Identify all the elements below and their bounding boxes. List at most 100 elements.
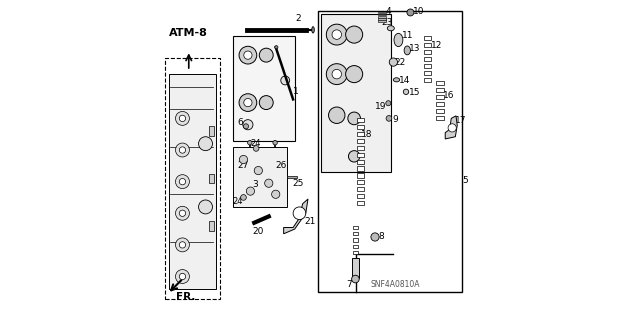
Text: 12: 12 xyxy=(431,41,442,49)
Text: 14: 14 xyxy=(399,76,410,85)
Circle shape xyxy=(281,76,290,85)
Circle shape xyxy=(243,124,248,129)
Ellipse shape xyxy=(394,33,403,47)
Bar xyxy=(287,176,297,178)
Circle shape xyxy=(448,124,456,132)
Circle shape xyxy=(348,151,360,162)
Circle shape xyxy=(259,96,273,109)
Bar xyxy=(169,74,216,289)
Circle shape xyxy=(198,200,212,214)
Circle shape xyxy=(179,210,186,216)
Bar xyxy=(357,125,364,129)
Text: 9: 9 xyxy=(392,115,398,124)
Text: 17: 17 xyxy=(455,116,467,125)
Bar xyxy=(357,201,364,205)
Circle shape xyxy=(175,175,189,189)
Bar xyxy=(357,167,364,171)
Bar xyxy=(436,95,444,99)
Text: 13: 13 xyxy=(409,44,420,53)
Bar xyxy=(233,36,294,141)
Text: SNF4A0810A: SNF4A0810A xyxy=(371,280,420,289)
Bar xyxy=(378,11,387,13)
Bar xyxy=(233,147,287,207)
Circle shape xyxy=(332,30,342,39)
Text: 27: 27 xyxy=(238,161,249,170)
Text: 18: 18 xyxy=(361,130,372,139)
Text: 20: 20 xyxy=(253,227,264,236)
Circle shape xyxy=(179,178,186,185)
Bar xyxy=(436,116,444,120)
Bar xyxy=(424,64,431,68)
Circle shape xyxy=(175,143,189,157)
Bar xyxy=(436,109,444,113)
Text: FR.: FR. xyxy=(176,292,195,302)
Bar xyxy=(319,11,462,292)
Text: 3: 3 xyxy=(252,180,258,189)
Bar xyxy=(357,194,364,198)
Circle shape xyxy=(175,270,189,284)
Bar xyxy=(436,102,444,106)
Ellipse shape xyxy=(404,46,410,55)
Bar xyxy=(424,50,431,54)
Text: 23: 23 xyxy=(381,19,393,27)
Circle shape xyxy=(239,94,257,111)
Circle shape xyxy=(175,111,189,125)
Bar xyxy=(353,226,358,229)
Text: 8: 8 xyxy=(379,233,385,241)
Bar xyxy=(353,245,358,248)
Bar xyxy=(357,160,364,164)
Circle shape xyxy=(407,9,414,16)
Bar xyxy=(209,174,214,183)
Ellipse shape xyxy=(387,26,394,31)
Bar xyxy=(357,187,364,191)
Bar xyxy=(353,238,358,242)
Text: 21: 21 xyxy=(304,217,316,226)
Bar xyxy=(424,57,431,61)
Circle shape xyxy=(265,179,273,187)
Bar xyxy=(209,221,214,231)
Circle shape xyxy=(293,207,306,219)
Circle shape xyxy=(346,26,363,43)
Text: 26: 26 xyxy=(276,161,287,170)
Circle shape xyxy=(386,101,391,106)
Text: 5: 5 xyxy=(463,175,468,185)
Text: 2: 2 xyxy=(295,14,301,23)
Circle shape xyxy=(386,115,392,121)
Text: 25: 25 xyxy=(293,179,304,188)
Bar xyxy=(378,16,387,18)
Bar xyxy=(165,58,220,299)
Text: 16: 16 xyxy=(443,91,454,100)
Circle shape xyxy=(328,107,345,123)
Bar xyxy=(378,18,387,20)
Circle shape xyxy=(254,167,262,175)
Bar xyxy=(357,174,364,178)
Bar xyxy=(424,43,431,47)
Circle shape xyxy=(244,99,252,107)
Circle shape xyxy=(244,51,252,59)
Bar xyxy=(424,78,431,82)
Bar xyxy=(357,139,364,143)
Bar xyxy=(436,88,444,92)
Ellipse shape xyxy=(394,78,400,82)
Bar xyxy=(357,180,364,184)
Circle shape xyxy=(179,273,186,280)
Text: 19: 19 xyxy=(375,102,387,111)
Text: 4: 4 xyxy=(386,7,392,16)
Circle shape xyxy=(389,58,397,66)
Text: 22: 22 xyxy=(394,58,405,67)
Text: 24: 24 xyxy=(232,197,243,206)
Text: 7: 7 xyxy=(346,280,352,289)
Bar xyxy=(351,257,359,278)
Circle shape xyxy=(198,137,212,151)
Circle shape xyxy=(179,147,186,153)
Ellipse shape xyxy=(312,27,314,33)
Text: 10: 10 xyxy=(413,7,424,16)
Text: 6: 6 xyxy=(237,118,243,127)
Ellipse shape xyxy=(403,89,409,94)
Polygon shape xyxy=(445,116,457,139)
Bar xyxy=(357,152,364,157)
Circle shape xyxy=(332,69,342,79)
Circle shape xyxy=(326,64,347,85)
Circle shape xyxy=(275,46,278,49)
Text: ATM-8: ATM-8 xyxy=(170,28,208,38)
